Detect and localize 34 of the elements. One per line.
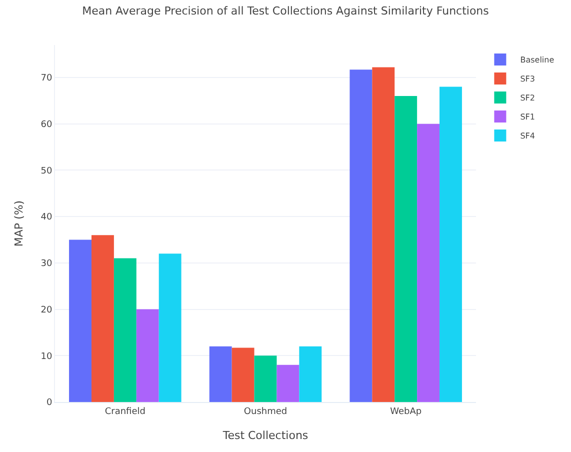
x-tick-label: WebAp (390, 406, 422, 417)
bar (254, 356, 277, 402)
x-axis-title: Test Collections (222, 429, 308, 442)
bar (114, 258, 136, 402)
legend-label: Baseline (520, 56, 554, 65)
y-tick-label: 40 (40, 212, 52, 223)
x-tick-label: Cranfield (104, 406, 146, 417)
x-tick-label: Oushmed (244, 406, 288, 417)
legend-label: SF3 (520, 74, 535, 84)
bar (232, 348, 254, 402)
y-tick-label: 10 (40, 352, 52, 362)
bar (158, 254, 182, 402)
bar (440, 86, 462, 402)
y-tick-label: 0 (46, 398, 52, 408)
legend-label: SF4 (520, 132, 535, 141)
bar (394, 96, 418, 402)
bar (299, 346, 322, 402)
bar (136, 309, 159, 402)
y-tick-label: 60 (40, 120, 52, 130)
y-tick-label: 30 (40, 259, 52, 270)
y-tick-label: 20 (40, 305, 52, 316)
legend-label: SF2 (520, 94, 535, 103)
bar (276, 364, 300, 402)
bar (417, 124, 440, 402)
y-tick-label: 50 (40, 166, 52, 176)
y-tick-label: 70 (40, 74, 52, 84)
bar (69, 240, 92, 402)
legend-label: SF1 (520, 112, 535, 122)
bar (209, 346, 232, 402)
bar (350, 70, 372, 402)
y-axis-title: MAP (%) (12, 200, 26, 247)
bar (372, 67, 395, 402)
chart-title: Mean Average Precision of all Test Collections Against Similarity Functions (82, 4, 490, 18)
bar (91, 235, 114, 402)
